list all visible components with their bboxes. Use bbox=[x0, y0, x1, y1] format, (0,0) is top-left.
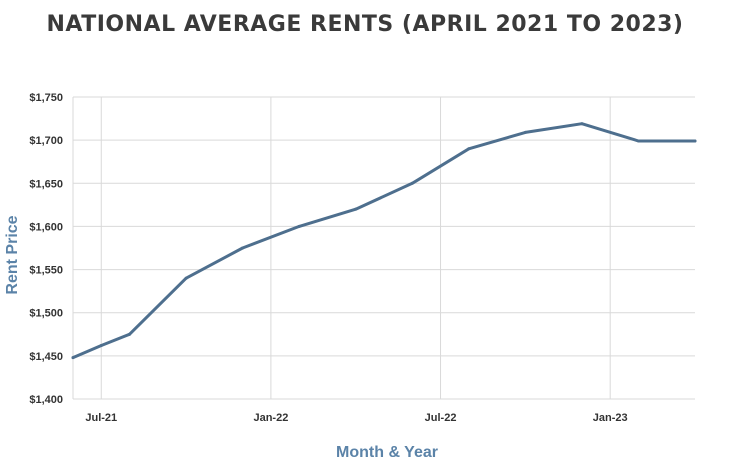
data-point bbox=[523, 130, 527, 134]
data-point bbox=[99, 344, 103, 348]
y-tick-label: $1,550 bbox=[29, 265, 63, 277]
data-point bbox=[410, 181, 414, 185]
y-axis-label: Rent Price bbox=[4, 215, 21, 294]
data-point bbox=[467, 147, 471, 151]
y-tick-label: $1,450 bbox=[29, 351, 63, 363]
data-point bbox=[71, 356, 75, 360]
y-tick-label: $1,400 bbox=[29, 394, 63, 406]
data-point bbox=[297, 224, 301, 228]
y-tick-label: $1,650 bbox=[29, 178, 63, 190]
x-tick-label: Jul-22 bbox=[425, 412, 457, 424]
data-point bbox=[354, 207, 358, 211]
data-point bbox=[693, 139, 697, 143]
y-tick-label: $1,500 bbox=[29, 308, 63, 320]
x-tick-label: Jan-23 bbox=[593, 412, 628, 424]
y-tick-label: $1,700 bbox=[29, 135, 63, 147]
y-tick-label: $1,750 bbox=[29, 92, 63, 104]
data-point bbox=[580, 122, 584, 126]
x-tick-label: Jan-22 bbox=[253, 412, 288, 424]
rent-price-line bbox=[71, 122, 697, 360]
data-point bbox=[636, 139, 640, 143]
data-point bbox=[128, 332, 132, 336]
x-tick-label: Jul-21 bbox=[85, 412, 117, 424]
y-tick-label: $1,600 bbox=[29, 221, 63, 233]
x-axis-label: Month & Year bbox=[336, 444, 438, 461]
data-point bbox=[241, 246, 245, 250]
data-point bbox=[184, 276, 188, 280]
chart-title: NATIONAL AVERAGE RENTS (APRIL 2021 TO 20… bbox=[46, 12, 684, 37]
